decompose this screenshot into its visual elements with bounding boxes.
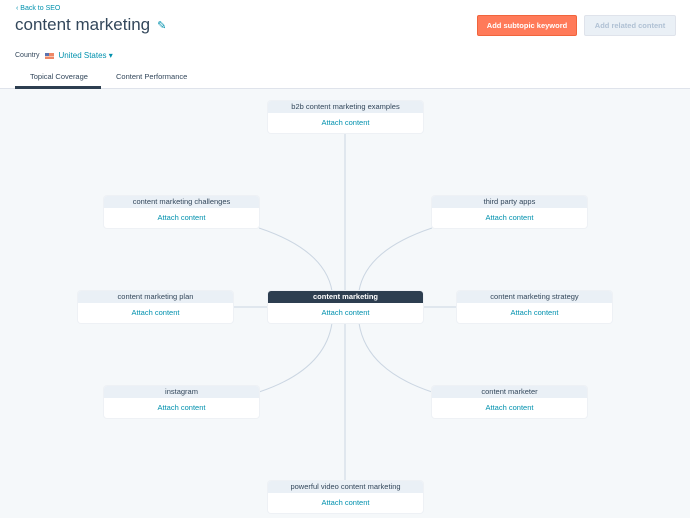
- subtopic-node: content marketing challenges Attach conte…: [104, 196, 259, 228]
- add-related-content-button[interactable]: Add related content: [584, 15, 676, 36]
- subtopic-node: b2b content marketing examples Attach con…: [268, 101, 423, 133]
- center-keyword-node: content marketing Attach content: [268, 291, 423, 323]
- subtopic-keyword: content marketing strategy: [457, 291, 612, 303]
- attach-content-link[interactable]: Attach content: [321, 118, 370, 127]
- subtopic-node: content marketing plan Attach content: [78, 291, 233, 323]
- subtopic-node: content marketing strategy Attach content: [457, 291, 612, 323]
- add-subtopic-keyword-button[interactable]: Add subtopic keyword: [477, 15, 577, 36]
- subtopic-keyword: content marketing plan: [78, 291, 233, 303]
- attach-content-link[interactable]: Attach content: [510, 308, 559, 317]
- back-link[interactable]: ‹ Back to SEO: [16, 5, 61, 12]
- country-selector: Country United States ▾: [15, 51, 113, 60]
- pencil-icon[interactable]: ✎: [157, 19, 167, 32]
- attach-content-link[interactable]: Attach content: [485, 213, 534, 222]
- tab-topical-coverage[interactable]: Topical Coverage: [30, 72, 88, 81]
- attach-content-link[interactable]: Attach content: [131, 308, 180, 317]
- us-flag-icon: [44, 52, 54, 59]
- subtopic-node: third party apps Attach content: [432, 196, 587, 228]
- subtopic-node: content marketer Attach content: [432, 386, 587, 418]
- subtopic-keyword: powerful video content marketing: [268, 481, 423, 493]
- subtopic-keyword: b2b content marketing examples: [268, 101, 423, 113]
- attach-content-link[interactable]: Attach content: [157, 213, 206, 222]
- page-header: ‹ Back to SEO content marketing ✎ Country…: [0, 0, 690, 89]
- attach-content-link[interactable]: Attach content: [485, 403, 534, 412]
- page-title: content marketing ✎: [15, 15, 167, 34]
- country-dropdown[interactable]: United States ▾: [58, 51, 113, 60]
- subtopic-node: powerful video content marketing Attach c…: [268, 481, 423, 513]
- subtopic-node: instagram Attach content: [104, 386, 259, 418]
- attach-content-link[interactable]: Attach content: [157, 403, 206, 412]
- chevron-left-icon: ‹: [16, 5, 21, 12]
- subtopic-keyword: instagram: [104, 386, 259, 398]
- attach-content-link[interactable]: Attach content: [321, 498, 370, 507]
- subtopic-keyword: content marketing challenges: [104, 196, 259, 208]
- subtopic-keyword: third party apps: [432, 196, 587, 208]
- subtopic-keyword: content marketer: [432, 386, 587, 398]
- tab-content-performance[interactable]: Content Performance: [116, 72, 188, 81]
- active-tab-indicator: [15, 86, 101, 89]
- attach-content-link[interactable]: Attach content: [321, 308, 370, 317]
